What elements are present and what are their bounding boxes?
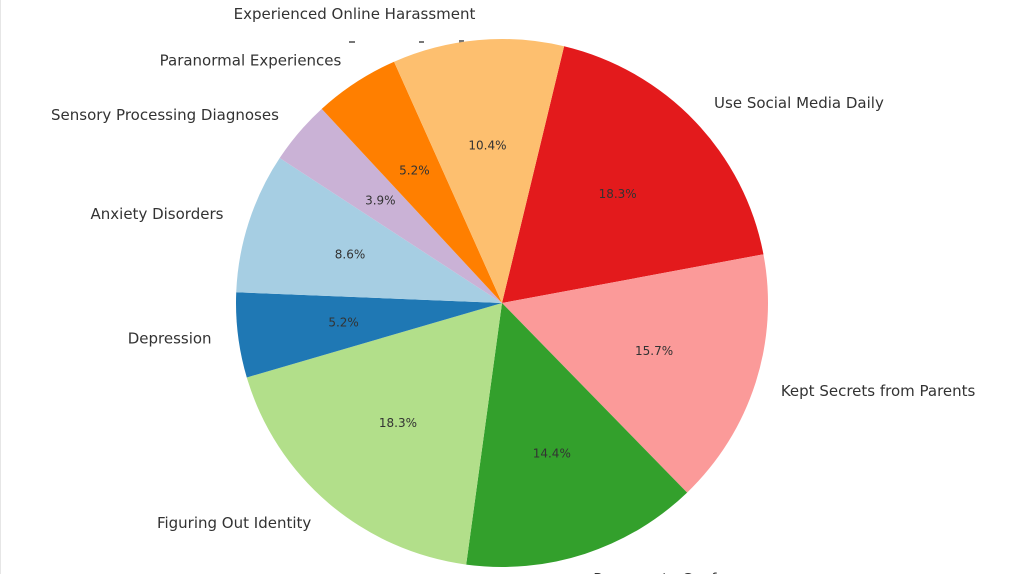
pie-slice: [502, 46, 764, 303]
slice-category-label: Use Social Media Daily: [714, 94, 884, 112]
pie-slice: [279, 108, 502, 303]
pie-slice: [246, 303, 502, 565]
slice-percent-label: 14.4%: [533, 446, 571, 460]
slice-category-label: Kept Secrets from Parents: [781, 382, 976, 400]
pie-slice: [466, 303, 688, 567]
slice-percent-label: 10.4%: [468, 138, 506, 152]
slice-category-label: Anxiety Disorders: [91, 205, 224, 223]
slice-category-label: Pressure to Conform: [593, 570, 746, 574]
pie-slice: [236, 292, 502, 378]
slice-percent-label: 8.6%: [335, 248, 366, 262]
slice-category-label: Figuring Out Identity: [157, 514, 311, 532]
pie-slice: [394, 38, 565, 303]
clipped-label-fragment: [349, 40, 464, 43]
slice-category-label: Experienced Online Harassment: [234, 5, 476, 23]
pie-slices: [236, 38, 768, 567]
pie-labels: 18.3% Use Social Media Daily 15.7% Kept Sec…: [51, 5, 976, 574]
slice-percent-label: 5.2%: [328, 315, 359, 329]
pie-slice: [236, 158, 502, 303]
slice-category-label: Depression: [128, 329, 212, 347]
pie-slice: [321, 61, 502, 303]
slice-category-label: Paranormal Experiences: [160, 51, 342, 69]
slice-percent-label: 18.3%: [599, 187, 637, 201]
slice-percent-label: 15.7%: [635, 344, 673, 358]
slice-category-label: Sensory Processing Diagnoses: [51, 106, 279, 124]
slice-percent-label: 3.9%: [365, 194, 396, 208]
pie-slice: [502, 254, 768, 493]
slice-percent-label: 18.3%: [379, 416, 417, 430]
slice-percent-label: 5.2%: [399, 164, 430, 178]
